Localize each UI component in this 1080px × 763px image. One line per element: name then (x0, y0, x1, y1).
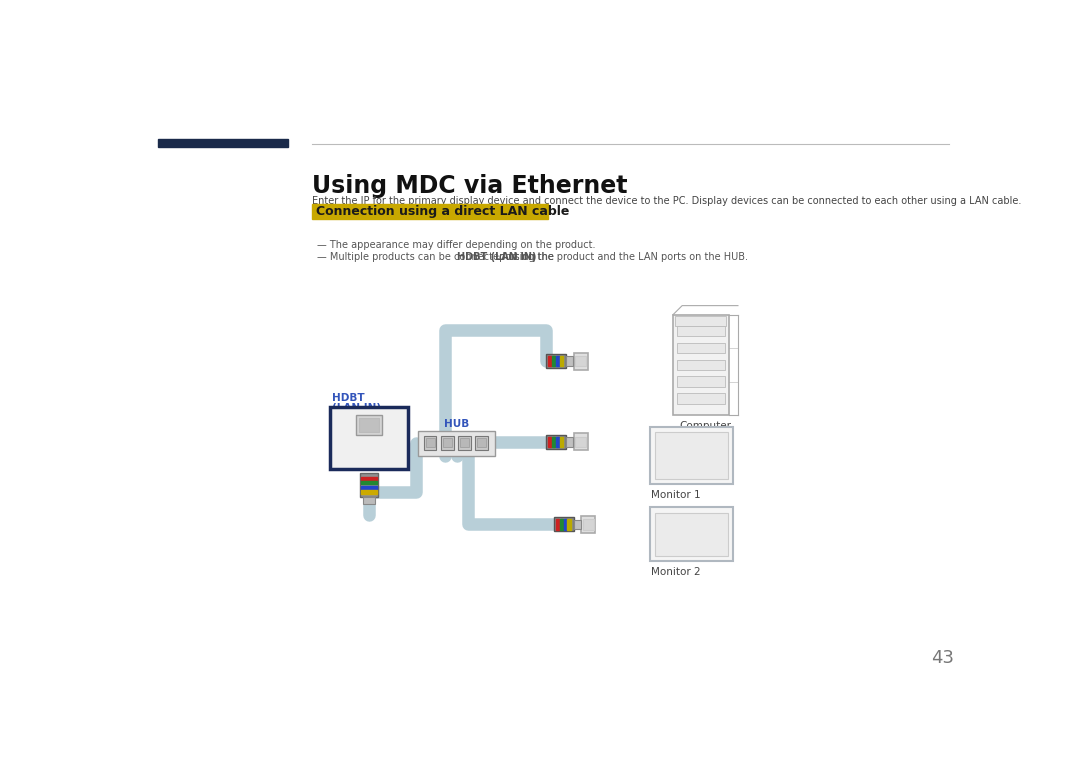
Text: HUB: HUB (444, 419, 469, 429)
Text: Using MDC via Ethernet: Using MDC via Ethernet (312, 174, 627, 198)
Text: port on the product and the LAN ports on the HUB.: port on the product and the LAN ports on… (496, 252, 748, 262)
Bar (559, 356, 563, 366)
Bar (573, 353, 588, 369)
Bar (443, 438, 451, 447)
Bar (566, 356, 572, 365)
Bar (656, 513, 728, 556)
Bar (360, 473, 378, 497)
Bar (556, 436, 559, 447)
Text: — Multiple products can be connected using the: — Multiple products can be connected usi… (318, 252, 557, 262)
Bar (559, 436, 563, 447)
Bar (362, 491, 377, 494)
Bar (649, 507, 733, 562)
Bar (426, 438, 435, 447)
Bar (573, 520, 581, 529)
Text: HDBT: HDBT (332, 394, 364, 404)
Bar (359, 418, 379, 432)
Bar (656, 432, 728, 479)
Bar (554, 517, 573, 531)
Bar (548, 356, 551, 366)
Bar (567, 519, 570, 530)
Text: (LAN IN): (LAN IN) (332, 404, 381, 414)
Bar (441, 436, 454, 449)
Bar (312, 204, 548, 219)
Text: HDBT (LAN IN): HDBT (LAN IN) (457, 252, 537, 262)
Bar (159, 139, 288, 147)
Bar (677, 343, 725, 353)
Bar (677, 376, 725, 388)
Bar (675, 317, 727, 326)
Bar (556, 519, 559, 530)
Text: Monitor 2: Monitor 2 (651, 568, 701, 578)
Bar (564, 519, 567, 530)
Bar (581, 516, 595, 533)
Bar (545, 354, 566, 368)
Bar (362, 477, 377, 480)
Text: — The appearance may differ depending on the product.: — The appearance may differ depending on… (318, 240, 596, 250)
Bar (677, 359, 725, 370)
Text: Computer: Computer (679, 421, 731, 431)
Bar (583, 519, 594, 530)
Bar (552, 356, 555, 366)
Bar (649, 427, 733, 485)
Bar (458, 436, 471, 449)
Bar (566, 437, 572, 446)
Text: Monitor 1: Monitor 1 (651, 491, 701, 501)
Text: Enter the IP for the primary display device and connect the device to the PC. Di: Enter the IP for the primary display dev… (312, 195, 1021, 205)
Bar (548, 436, 551, 447)
Bar (362, 481, 377, 485)
Bar (559, 519, 563, 530)
Bar (418, 431, 496, 456)
Bar (573, 433, 588, 450)
Bar (552, 436, 555, 447)
Bar (677, 326, 725, 336)
Bar (356, 415, 382, 435)
Bar (362, 486, 377, 489)
Text: 43: 43 (931, 649, 954, 667)
Bar (330, 407, 408, 468)
Bar (545, 435, 566, 449)
Bar (576, 356, 586, 366)
Bar (673, 315, 729, 415)
Text: Connection using a direct LAN cable: Connection using a direct LAN cable (315, 204, 569, 217)
Bar (424, 436, 436, 449)
Bar (363, 497, 375, 504)
Bar (677, 394, 725, 404)
Bar (475, 436, 488, 449)
Bar (460, 438, 469, 447)
Bar (556, 356, 559, 366)
Bar (576, 436, 586, 447)
Bar (476, 438, 486, 447)
